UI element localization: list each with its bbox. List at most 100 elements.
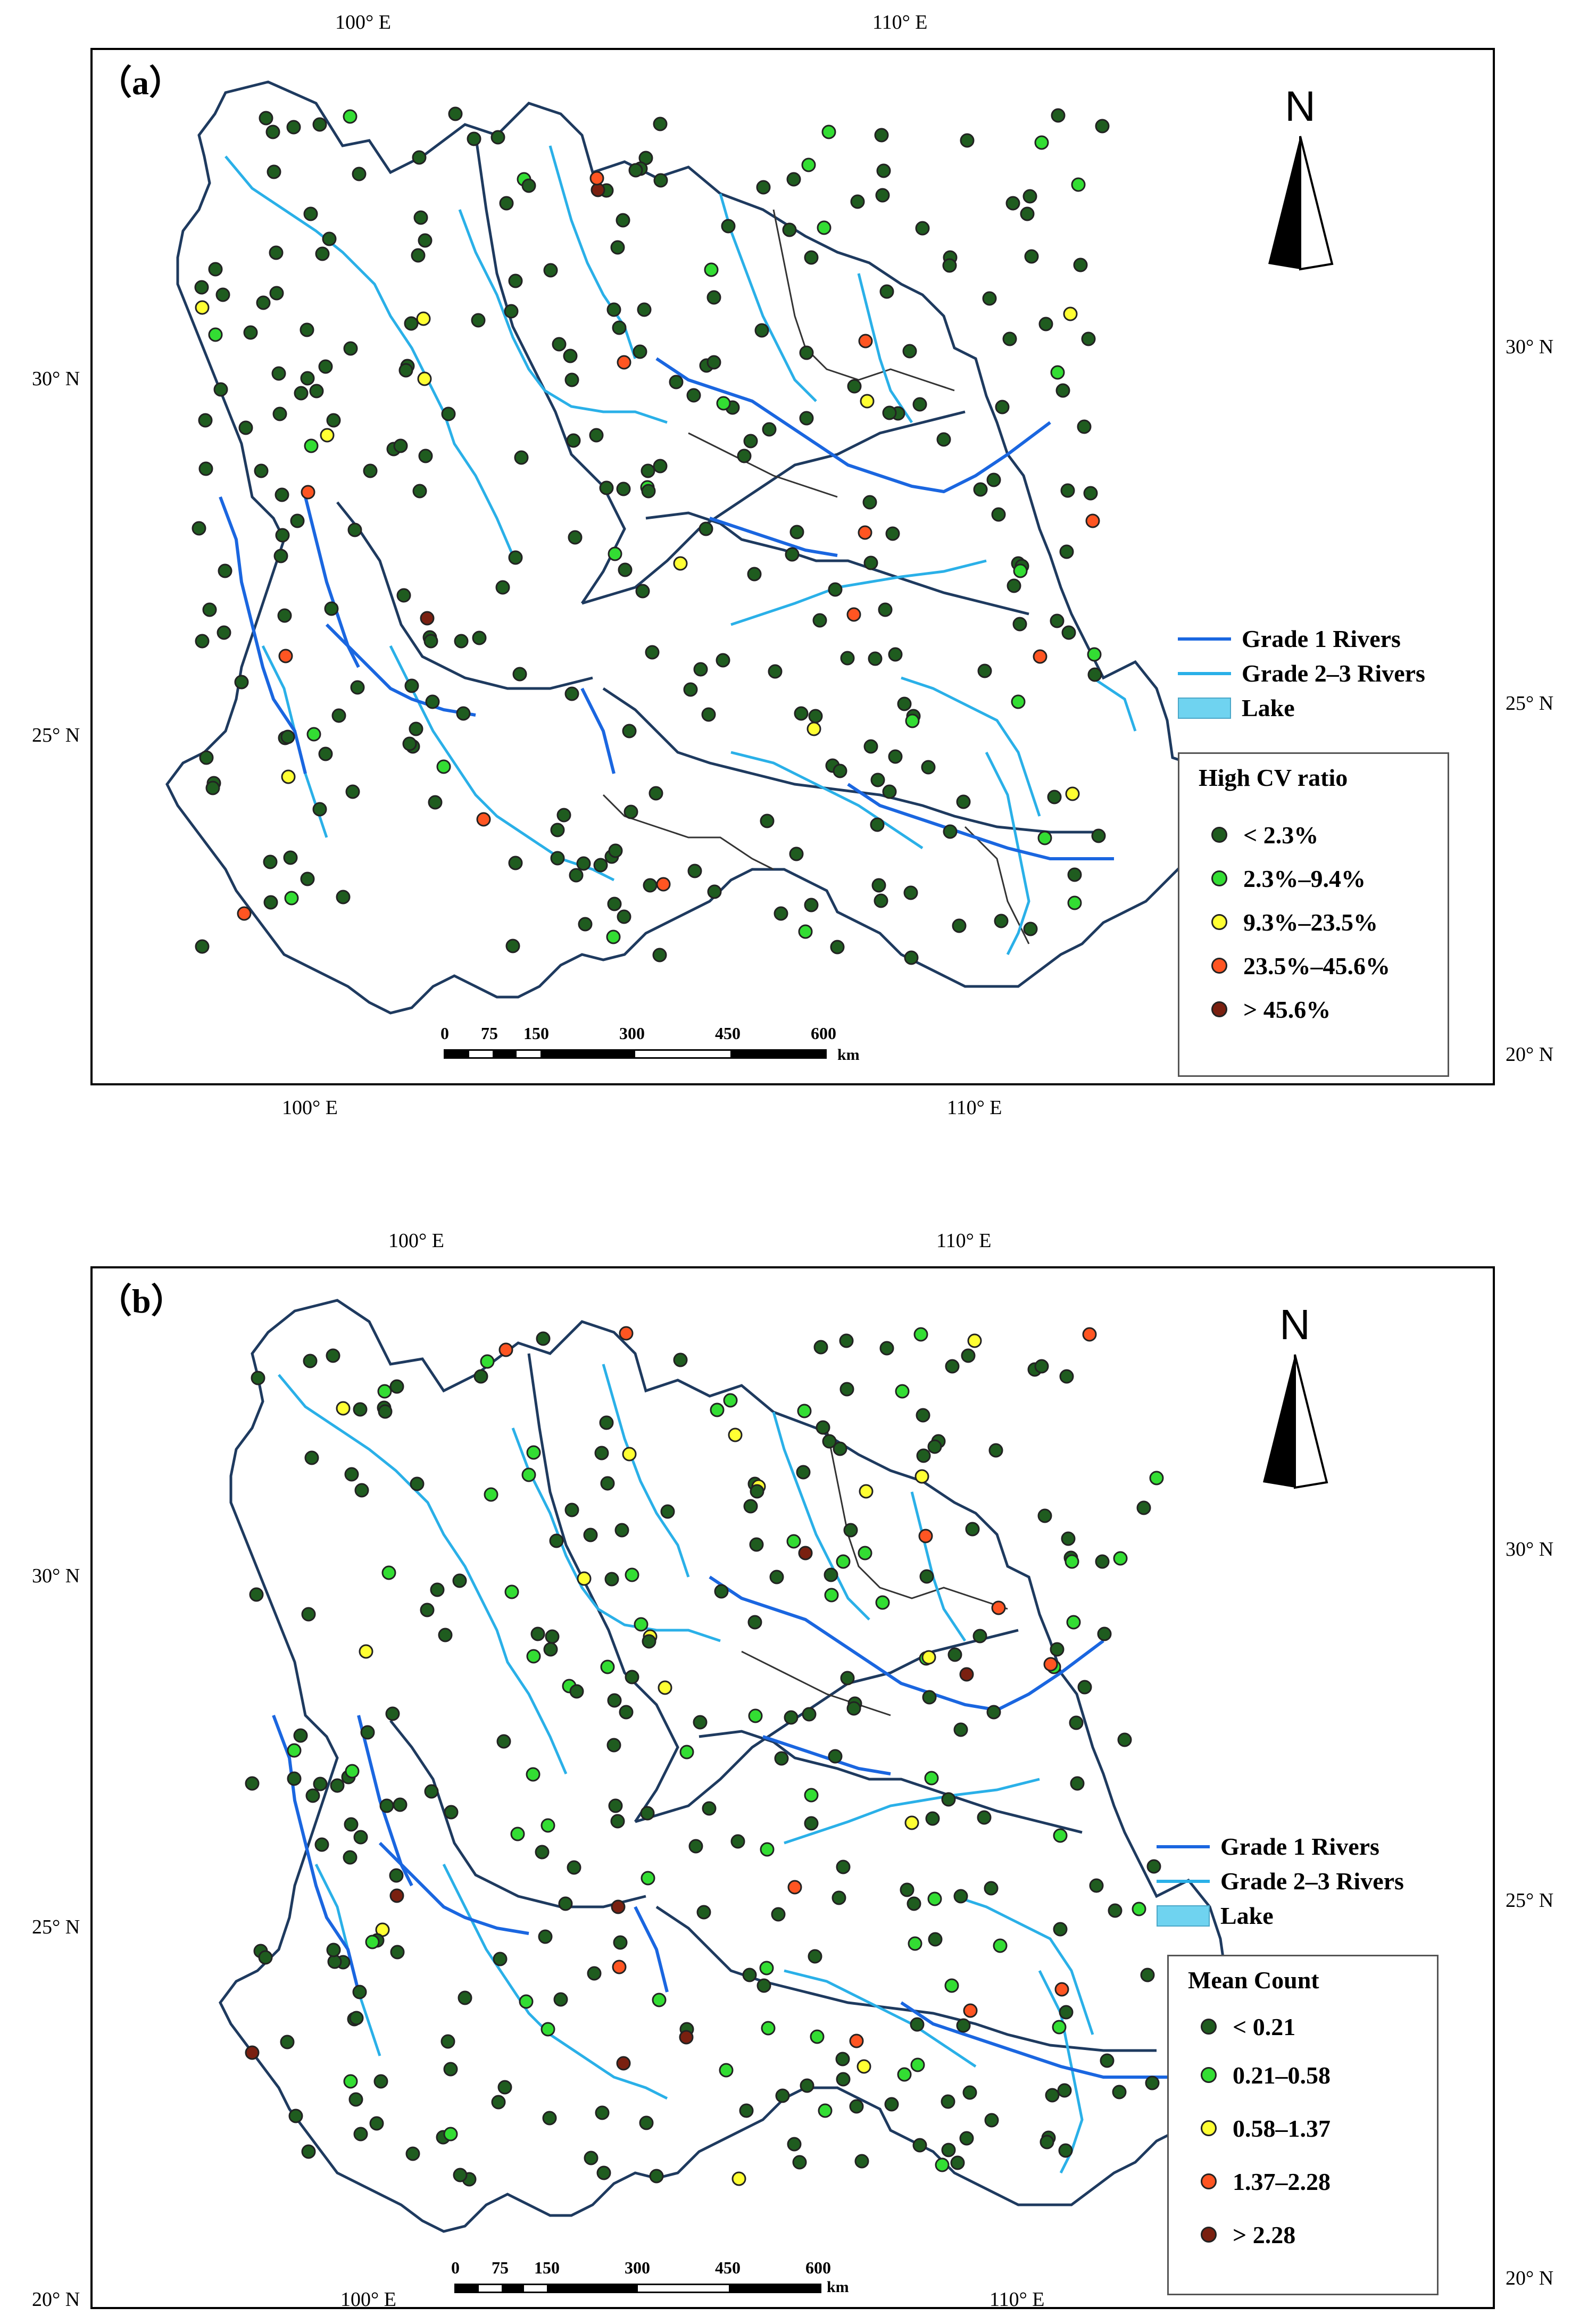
grade23-river xyxy=(442,1863,668,2100)
station-point xyxy=(300,371,315,386)
station-point xyxy=(249,1587,264,1602)
station-point xyxy=(195,300,210,315)
station-point xyxy=(1040,2135,1054,2149)
station-point xyxy=(863,739,878,754)
station-point xyxy=(508,550,523,565)
station-point xyxy=(854,2154,869,2169)
station-point xyxy=(493,1952,508,1966)
station-point xyxy=(504,304,519,319)
station-point xyxy=(418,449,433,463)
station-point xyxy=(556,808,571,823)
station-point xyxy=(599,1415,614,1430)
station-point xyxy=(904,1815,919,1830)
station-point xyxy=(385,1706,400,1721)
scale-label: 150 xyxy=(523,1024,549,1043)
station-point xyxy=(404,316,419,331)
legend-item: 0.21–0.58 xyxy=(1201,2048,1437,2102)
station-point xyxy=(1073,258,1088,272)
station-point xyxy=(389,1868,404,1883)
grade1-river xyxy=(762,1735,891,1775)
legend-item: 23.5%–45.6% xyxy=(1211,944,1448,987)
station-point xyxy=(583,1528,598,1542)
station-point xyxy=(349,2011,364,2026)
station-point xyxy=(508,273,523,288)
station-point xyxy=(360,1725,375,1740)
grade23-river xyxy=(985,751,1030,956)
legend-dot xyxy=(1211,827,1227,843)
station-point xyxy=(710,1402,725,1417)
left-tick: 25° N xyxy=(32,1916,80,1938)
station-point xyxy=(589,171,604,186)
station-point xyxy=(606,1738,621,1753)
grade23-river xyxy=(772,1412,870,1621)
station-point xyxy=(642,1634,656,1649)
station-point xyxy=(280,2035,295,2049)
station-point xyxy=(935,2157,950,2172)
station-point xyxy=(438,1628,453,1642)
station-point xyxy=(828,582,843,597)
scale-bar: 0 75 150 300 450 600 km xyxy=(440,1024,901,1066)
station-point xyxy=(420,1603,435,1617)
station-point xyxy=(885,526,900,541)
station-point xyxy=(942,258,957,273)
station-point xyxy=(1063,306,1078,321)
station-point xyxy=(243,325,258,340)
station-point xyxy=(353,1830,368,1845)
station-point xyxy=(410,1476,425,1491)
station-point xyxy=(1050,1642,1065,1657)
scale-label: 300 xyxy=(625,2258,650,2277)
station-point xyxy=(398,363,413,378)
station-point xyxy=(921,760,936,775)
station-point xyxy=(874,893,888,908)
station-point xyxy=(1087,647,1102,662)
station-point xyxy=(789,846,804,861)
station-point xyxy=(673,1352,688,1367)
station-point xyxy=(348,2092,363,2107)
station-point xyxy=(1077,419,1092,434)
station-point xyxy=(959,2131,974,2146)
station-point xyxy=(687,864,702,878)
station-point xyxy=(1077,1680,1092,1695)
station-point xyxy=(1067,895,1082,910)
station-point xyxy=(702,1801,717,1816)
grade1-river xyxy=(219,496,307,774)
station-point xyxy=(728,1427,743,1442)
sub-basin-boundary xyxy=(336,501,593,690)
station-point xyxy=(217,625,231,640)
grade23-river xyxy=(901,676,1041,817)
station-point xyxy=(950,2155,965,2170)
station-point xyxy=(404,678,419,693)
station-point xyxy=(606,302,621,317)
station-point xyxy=(693,662,708,677)
station-point xyxy=(610,1814,625,1829)
station-point xyxy=(836,1860,851,1874)
right-tick: 20° N xyxy=(1506,2267,1554,2289)
station-point xyxy=(696,1905,711,1920)
station-point xyxy=(905,713,920,728)
station-point xyxy=(633,344,647,359)
station-point xyxy=(347,522,362,537)
station-point xyxy=(584,2151,598,2165)
station-point xyxy=(760,814,775,828)
station-point xyxy=(281,769,296,784)
station-point xyxy=(198,413,213,428)
station-point xyxy=(941,2143,956,2157)
station-point xyxy=(238,420,253,435)
station-point xyxy=(836,2072,851,2087)
station-point xyxy=(1112,2085,1127,2099)
bottom-tick: 110° E xyxy=(947,1097,1002,1119)
station-point xyxy=(576,856,591,871)
station-point xyxy=(910,2017,925,2032)
station-point xyxy=(984,2113,999,2128)
station-point xyxy=(192,521,206,536)
scale-label: 0 xyxy=(451,2258,460,2277)
scale-label: 300 xyxy=(619,1024,645,1043)
station-point xyxy=(208,327,223,342)
station-point xyxy=(199,750,214,765)
station-point xyxy=(634,1617,648,1632)
station-point xyxy=(514,450,529,465)
right-tick: 30° N xyxy=(1506,336,1554,358)
station-point xyxy=(849,2099,864,2114)
station-point xyxy=(1070,1776,1085,1791)
station-point xyxy=(269,245,284,260)
